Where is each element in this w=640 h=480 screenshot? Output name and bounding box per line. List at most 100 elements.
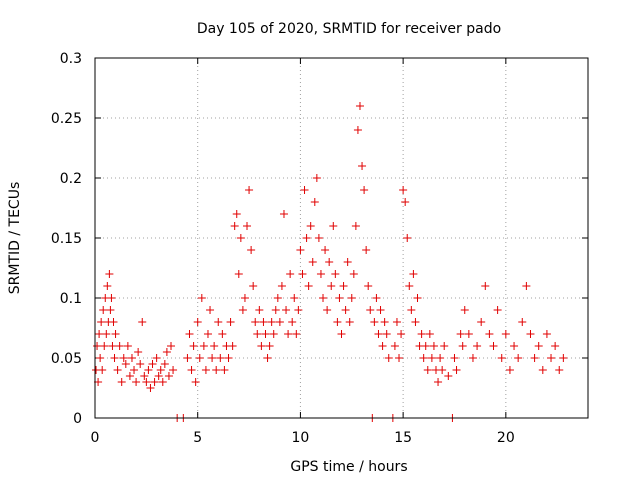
- y-tick-label: 0: [73, 411, 82, 427]
- data-point: [288, 318, 297, 326]
- data-point: [263, 354, 272, 362]
- data-points: [92, 102, 568, 422]
- x-tick-label: 15: [394, 430, 412, 446]
- data-point: [121, 360, 130, 368]
- data-point: [349, 270, 358, 278]
- data-point: [193, 318, 202, 326]
- data-point: [347, 294, 356, 302]
- data-point: [236, 234, 245, 242]
- data-point: [185, 330, 194, 338]
- data-point: [308, 258, 317, 266]
- data-point: [132, 378, 141, 386]
- chart-title: Day 105 of 2020, SRMTID for receiver pad…: [197, 21, 501, 37]
- data-point: [138, 318, 147, 326]
- data-point: [238, 306, 247, 314]
- data-point: [419, 354, 428, 362]
- data-point: [436, 354, 445, 362]
- data-point: [302, 234, 311, 242]
- data-point: [456, 330, 465, 338]
- data-point: [409, 270, 418, 278]
- data-point: [224, 354, 233, 362]
- data-point: [444, 372, 453, 380]
- data-point: [551, 342, 560, 350]
- axis-ticks: 0 0.05 0.1 0.15 0.2 0.25 0.3 0 5 10 15 20: [51, 51, 588, 446]
- data-point: [382, 330, 391, 338]
- data-point: [102, 330, 111, 338]
- data-point: [95, 330, 104, 338]
- data-point: [259, 318, 268, 326]
- data-point: [522, 282, 531, 290]
- data-point: [93, 342, 102, 350]
- data-point: [183, 354, 192, 362]
- data-point: [405, 282, 414, 290]
- data-point: [353, 126, 362, 134]
- y-tick-label: 0.25: [51, 111, 82, 127]
- data-point: [538, 366, 547, 374]
- data-point: [403, 234, 412, 242]
- data-point: [372, 294, 381, 302]
- data-point: [423, 366, 432, 374]
- data-point: [335, 294, 344, 302]
- data-point: [214, 318, 223, 326]
- data-point: [251, 318, 260, 326]
- data-point: [195, 354, 204, 362]
- data-point: [249, 282, 258, 290]
- data-point: [485, 330, 494, 338]
- data-point: [450, 354, 459, 362]
- data-point: [362, 246, 371, 254]
- data-point: [526, 330, 535, 338]
- data-point: [130, 366, 139, 374]
- data-point: [119, 354, 128, 362]
- data-point: [156, 366, 165, 374]
- data-point: [158, 378, 167, 386]
- data-point: [99, 306, 108, 314]
- data-point: [298, 270, 307, 278]
- data-point: [127, 354, 136, 362]
- data-point: [148, 360, 157, 368]
- data-point: [282, 306, 291, 314]
- data-point: [115, 342, 124, 350]
- data-point: [547, 354, 556, 362]
- data-point: [197, 294, 206, 302]
- data-point: [399, 186, 408, 194]
- data-point: [247, 246, 256, 254]
- data-point: [300, 186, 309, 194]
- data-point: [374, 330, 383, 338]
- data-point: [208, 354, 217, 362]
- data-point: [292, 330, 301, 338]
- data-point: [460, 306, 469, 314]
- data-point: [230, 222, 239, 230]
- data-point: [343, 258, 352, 266]
- data-point: [212, 366, 221, 374]
- data-point: [411, 318, 420, 326]
- data-point: [321, 246, 330, 254]
- data-point: [257, 342, 266, 350]
- data-point: [154, 372, 163, 380]
- data-point: [269, 330, 278, 338]
- data-point: [100, 342, 109, 350]
- data-point: [468, 354, 477, 362]
- data-point: [199, 342, 208, 350]
- data-point: [140, 372, 149, 380]
- data-point: [275, 318, 284, 326]
- data-point: [109, 318, 118, 326]
- data-point: [218, 330, 227, 338]
- data-point: [440, 342, 449, 350]
- data-point: [271, 306, 280, 314]
- data-point: [265, 342, 274, 350]
- data-point: [452, 366, 461, 374]
- data-point: [390, 342, 399, 350]
- data-point: [542, 330, 551, 338]
- data-point: [477, 318, 486, 326]
- data-point: [434, 378, 443, 386]
- data-point: [290, 294, 299, 302]
- data-point: [191, 378, 200, 386]
- data-point: [294, 306, 303, 314]
- data-point: [150, 378, 159, 386]
- data-point: [136, 360, 145, 368]
- data-point: [510, 342, 519, 350]
- data-point: [284, 330, 293, 338]
- data-point: [473, 342, 482, 350]
- data-point: [325, 258, 334, 266]
- data-point: [314, 234, 323, 242]
